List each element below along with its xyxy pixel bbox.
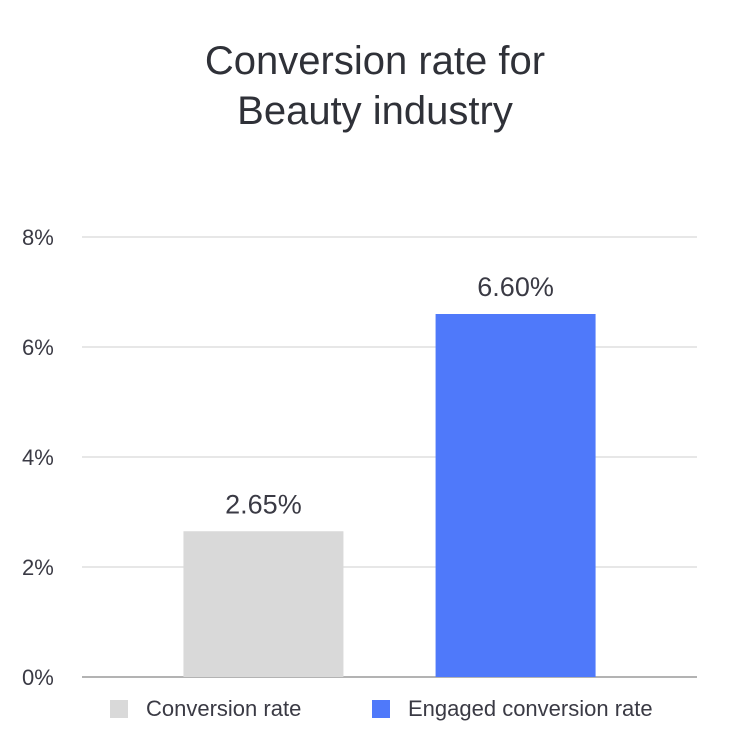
bars xyxy=(183,314,596,677)
y-tick-label-4: 4% xyxy=(22,445,54,470)
y-tick-label-2: 2% xyxy=(22,555,54,580)
data-labels: 2.65% 6.60% xyxy=(225,272,554,519)
legend-label-engaged-conversion-rate: Engaged conversion rate xyxy=(408,696,653,721)
legend-item-engaged-conversion-rate: Engaged conversion rate xyxy=(372,696,653,722)
chart-title-line-2: Beauty industry xyxy=(237,89,513,133)
y-tick-label-8: 8% xyxy=(22,225,54,250)
data-label-1: 6.60% xyxy=(477,272,554,302)
legend-item-conversion-rate: Conversion rate xyxy=(110,696,301,722)
legend: Conversion rate Engaged conversion rate xyxy=(0,696,750,726)
bar-0 xyxy=(183,531,344,677)
y-axis-ticks: 0% 2% 4% 6% 8% xyxy=(22,225,54,690)
chart-title-line-1: Conversion rate for xyxy=(204,39,546,83)
gridlines xyxy=(82,236,697,678)
chart-title: Conversion rate for Beauty industry xyxy=(0,36,750,136)
y-tick-label-0: 0% xyxy=(22,665,54,690)
legend-swatch-engaged-conversion-rate xyxy=(372,700,390,718)
bar-1 xyxy=(435,314,596,677)
data-label-0: 2.65% xyxy=(225,489,302,519)
y-tick-label-6: 6% xyxy=(22,335,54,360)
legend-swatch-conversion-rate xyxy=(110,700,128,718)
legend-label-conversion-rate: Conversion rate xyxy=(146,696,302,721)
